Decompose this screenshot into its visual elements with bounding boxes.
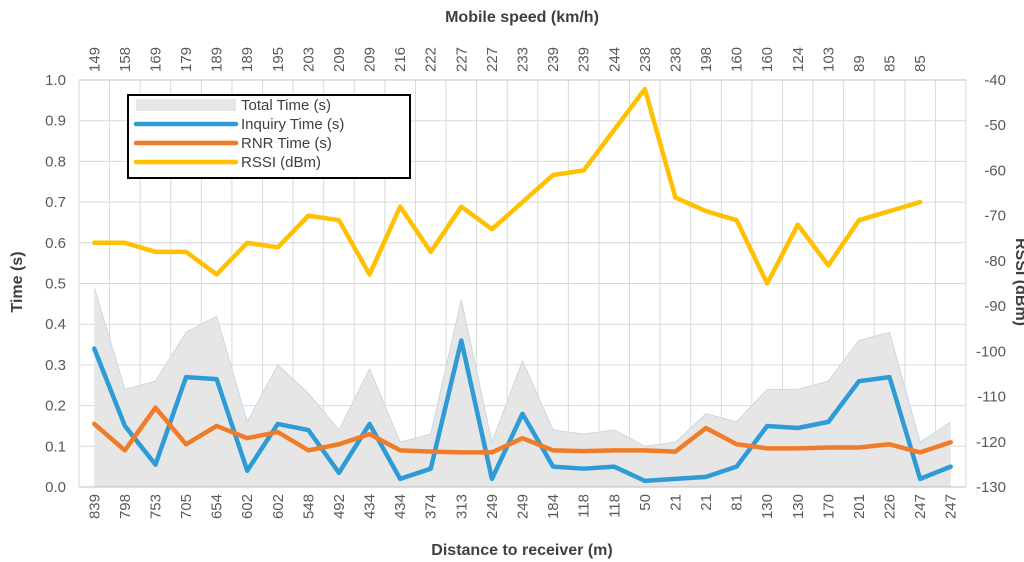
speed-tick-label: 189 (209, 47, 226, 72)
right-tick-label: -110 (977, 389, 1006, 406)
rnr-time-line (92, 405, 953, 455)
speed-tick-label: 222 (423, 47, 440, 72)
distance-tick-label: 247 (912, 494, 929, 519)
right-tick-label: -120 (976, 434, 1006, 451)
speed-tick-label: 244 (606, 47, 623, 72)
axes (79, 79, 966, 488)
speed-tick-label: 198 (698, 47, 715, 72)
left-tick-label: 0.7 (45, 194, 66, 211)
distance-tick-label: 249 (484, 494, 501, 519)
speed-tick-label: 238 (637, 47, 654, 72)
speed-tick-label: 216 (392, 47, 409, 72)
distance-tick-label: 130 (759, 494, 776, 519)
total-time-area (94, 287, 951, 487)
distance-tick-label: 118 (606, 494, 623, 518)
distance-tick-label: 434 (362, 494, 379, 519)
right-tick-label: -50 (984, 117, 1006, 134)
tick-labels: 0.0 0.1 0.2 0.3 0.4 0.5 0.6 0.7 0.8 0.9 1.0 -130 -12… (45, 47, 1006, 519)
speed-tick-label: 149 (86, 47, 103, 72)
speed-tick-label: 158 (117, 47, 134, 72)
rssi-line (92, 86, 923, 286)
distance-tick-label: 839 (86, 494, 103, 519)
speed-tick-label: 203 (300, 47, 317, 72)
speed-tick-label: 85 (882, 55, 899, 72)
distance-tick-label: 492 (331, 494, 348, 519)
distance-tick-label: 21 (698, 494, 715, 511)
distance-tick-label: 313 (453, 494, 470, 519)
right-tick-label: -100 (976, 343, 1006, 360)
left-tick-label: 0.3 (45, 357, 66, 374)
total-time-legend-swatch (136, 99, 236, 111)
legend-items: Total Time (s) Inquiry Time (s) RNR Time (… (133, 97, 344, 171)
speed-tick-label: 239 (576, 47, 593, 72)
speed-tick-label: 227 (453, 47, 470, 72)
top-axis-title: Mobile speed (km/h) (445, 9, 599, 26)
speed-tick-label: 227 (484, 47, 501, 72)
right-tick-label: -80 (984, 253, 1006, 270)
distance-tick-label: 602 (270, 494, 287, 519)
right-tick-label: -60 (984, 162, 1006, 179)
distance-tick-label: 201 (851, 494, 868, 519)
speed-tick-label: 160 (729, 47, 746, 72)
bottom-axis-title: Distance to receiver (m) (431, 542, 612, 559)
left-axis-title: Time (s) (9, 251, 26, 312)
right-tick-label: -90 (984, 298, 1006, 315)
speed-tick-label: 179 (178, 47, 195, 72)
left-tick-label: 0.2 (45, 398, 66, 415)
distance-tick-label: 548 (300, 494, 317, 519)
rssi-legend-label: RSSI (dBm) (241, 154, 321, 171)
total-time-area-layer (93, 287, 951, 487)
distance-tick-label: 798 (117, 494, 134, 519)
legend: Total Time (s) Inquiry Time (s) RNR Time (… (127, 94, 411, 179)
distance-tick-label: 434 (392, 494, 409, 519)
right-tick-label: -40 (984, 72, 1006, 89)
distance-tick-label: 654 (209, 494, 226, 519)
distance-tick-label: 602 (239, 494, 256, 519)
distance-tick-label: 374 (423, 494, 440, 519)
speed-tick-label: 103 (820, 47, 837, 72)
right-tick-label: -130 (976, 479, 1006, 496)
distance-tick-label: 130 (790, 494, 807, 519)
distance-tick-label: 21 (667, 494, 684, 511)
speed-tick-label: 239 (545, 47, 562, 72)
left-tick-label: 0.6 (45, 235, 66, 252)
total-time-legend-label: Total Time (s) (241, 97, 331, 114)
distance-tick-label: 247 (943, 494, 960, 519)
right-axis-title: RSSI (dBm) (1012, 238, 1024, 326)
speed-tick-label: 124 (790, 47, 807, 72)
speed-tick-label: 195 (270, 47, 287, 72)
speed-tick-label: 160 (759, 47, 776, 72)
total-time-area-edge (93, 287, 951, 447)
left-tick-label: 1.0 (45, 72, 66, 89)
inquiry-time-line (92, 338, 953, 484)
distance-tick-label: 170 (820, 494, 837, 519)
speed-tick-label: 209 (331, 47, 348, 72)
distance-tick-label: 81 (729, 494, 746, 511)
left-tick-label: 0.8 (45, 153, 66, 170)
left-tick-label: 0.0 (45, 479, 66, 496)
distance-tick-label: 118 (576, 494, 593, 518)
left-tick-label: 0.5 (45, 276, 66, 293)
distance-tick-label: 184 (545, 494, 562, 519)
speed-tick-label: 209 (362, 47, 379, 72)
speed-tick-label: 238 (667, 47, 684, 72)
left-tick-label: 0.1 (45, 438, 66, 455)
distance-tick-label: 753 (147, 494, 164, 519)
speed-tick-label: 169 (147, 47, 164, 72)
speed-tick-label: 89 (851, 55, 868, 72)
distance-tick-label: 226 (882, 494, 899, 519)
left-tick-label: 0.9 (45, 113, 66, 130)
distance-tick-label: 249 (515, 494, 532, 519)
speed-tick-label: 189 (239, 47, 256, 72)
speed-tick-label: 85 (912, 55, 929, 72)
speed-tick-label: 233 (515, 47, 532, 72)
series-lines-layer (92, 86, 953, 484)
left-tick-label: 0.4 (45, 316, 66, 333)
distance-tick-label: 50 (637, 494, 654, 511)
inquiry-time-legend-label: Inquiry Time (s) (241, 116, 344, 133)
right-tick-label: -70 (984, 208, 1006, 225)
distance-tick-label: 705 (178, 494, 195, 519)
rnr-time-legend-label: RNR Time (s) (241, 135, 332, 152)
